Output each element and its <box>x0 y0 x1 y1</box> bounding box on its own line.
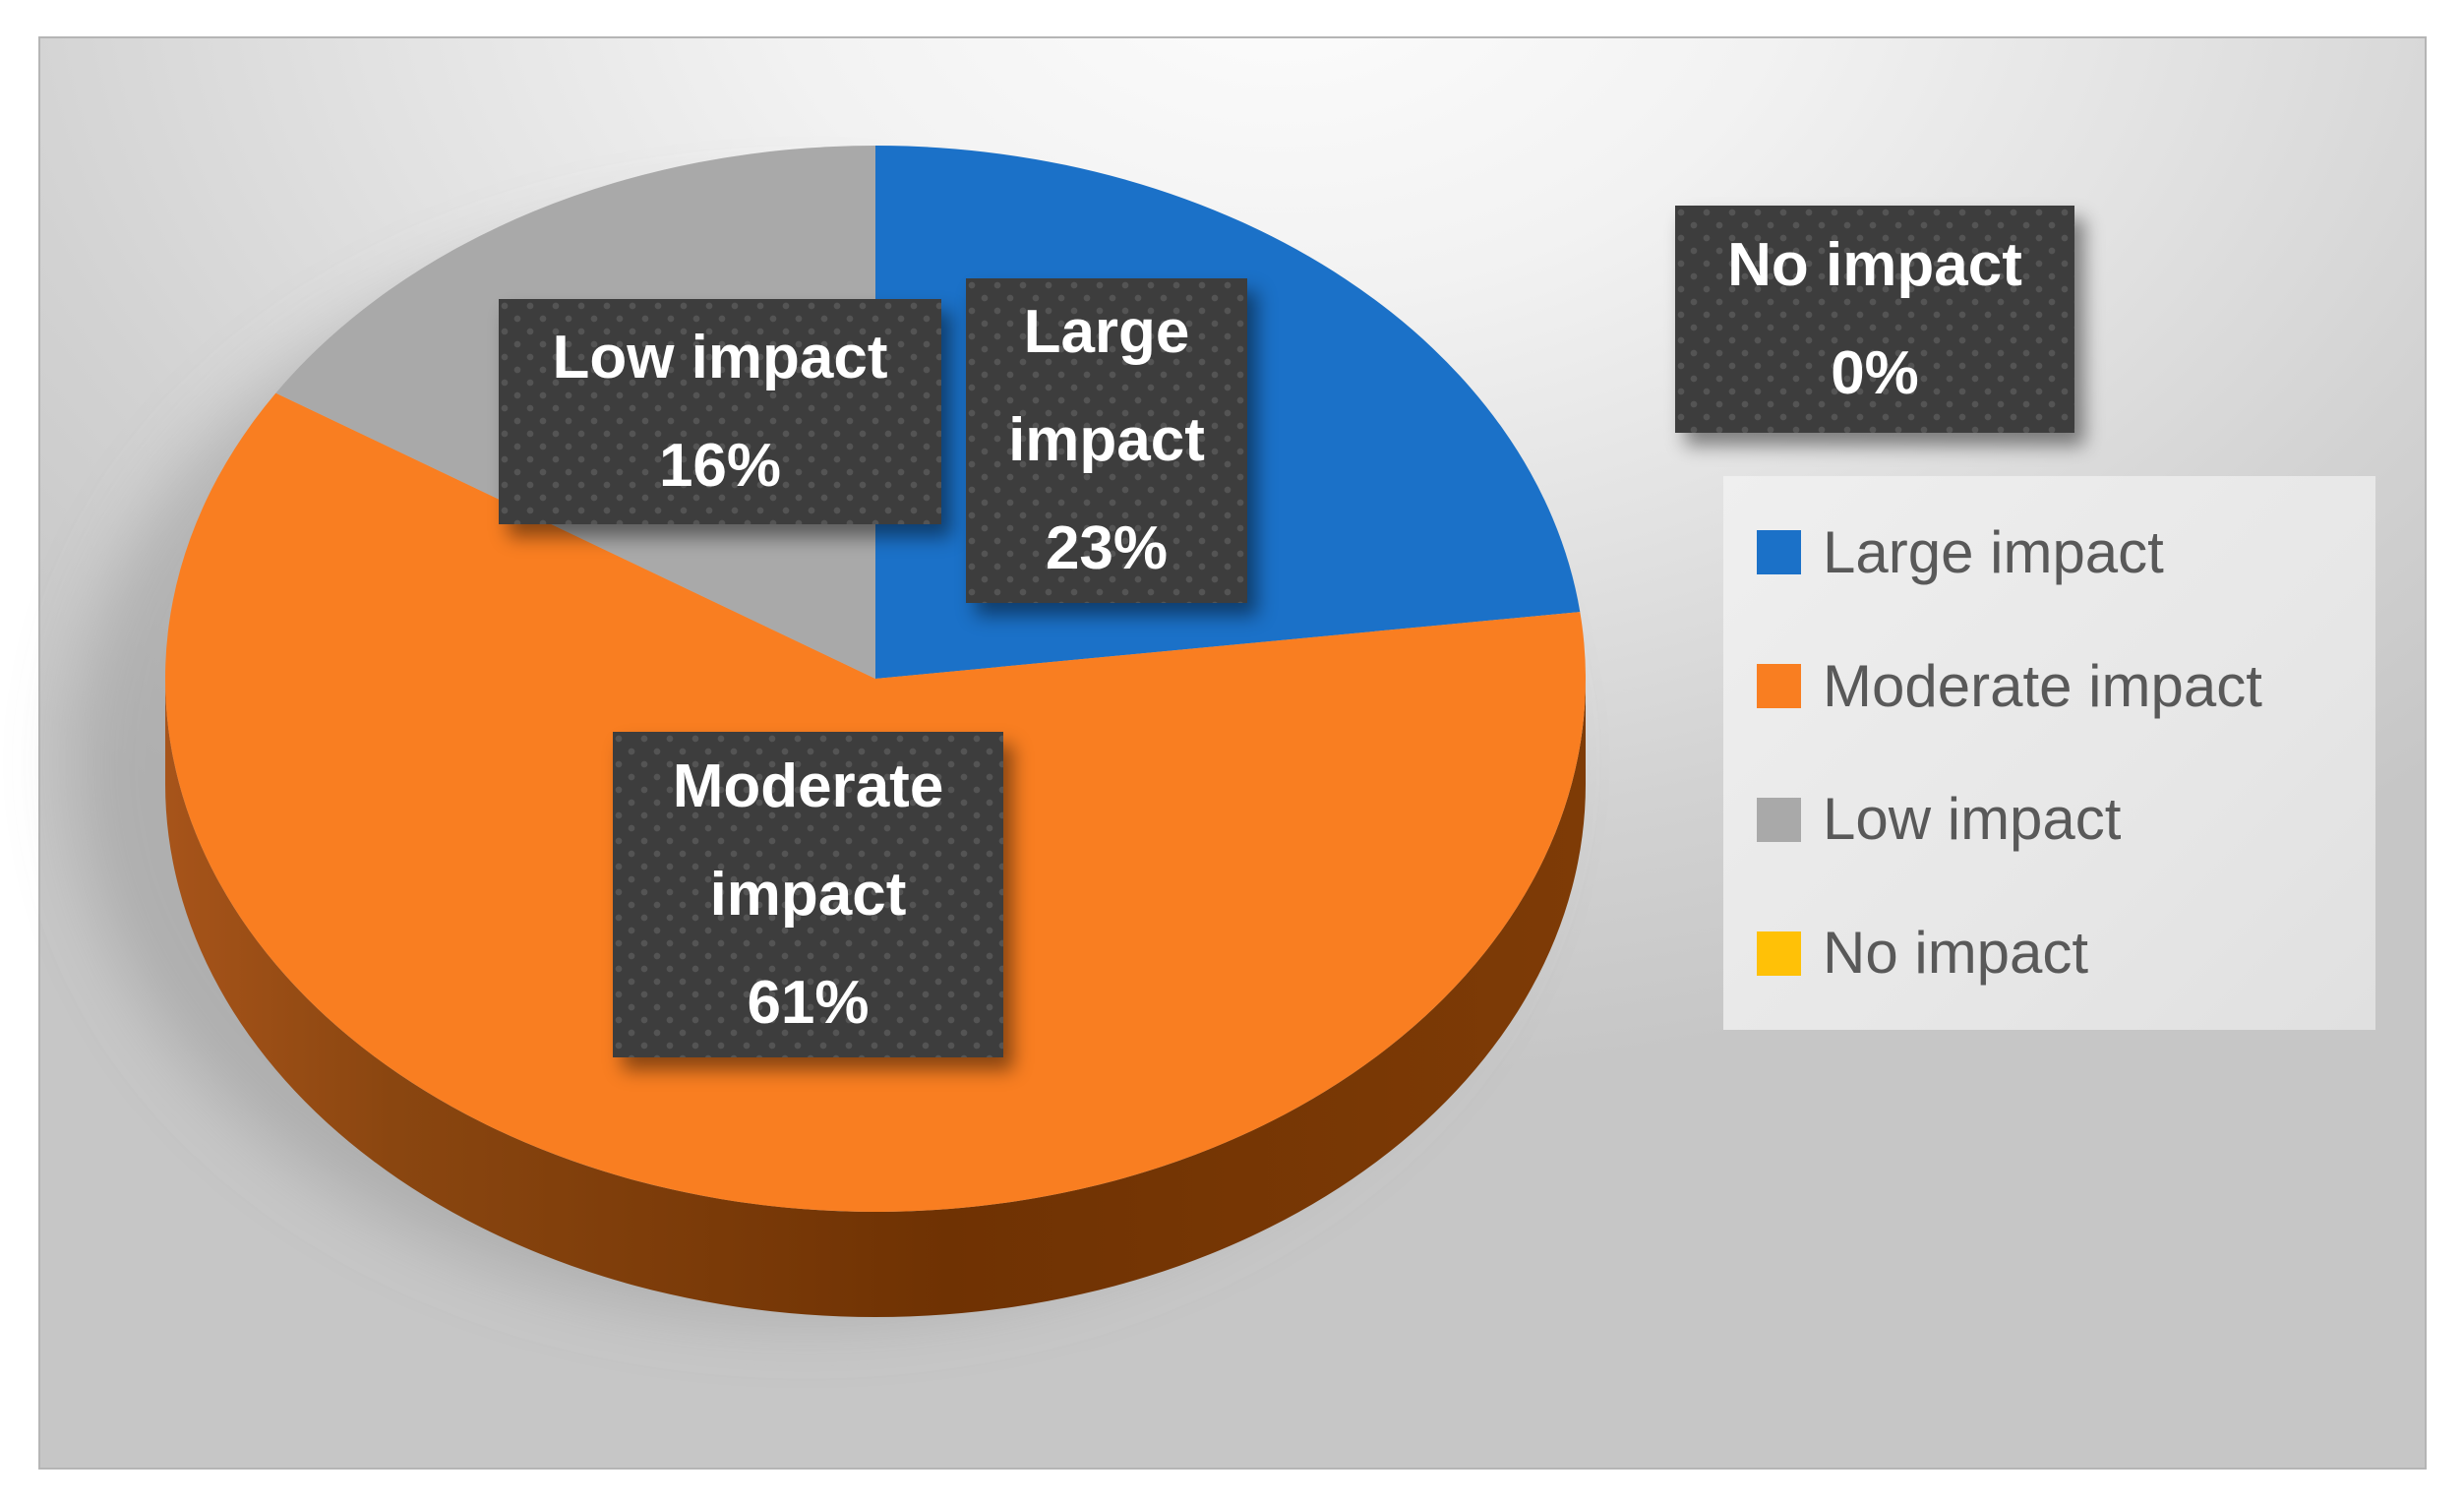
data-label-line: Large <box>1023 298 1190 366</box>
legend-item-low-impact: Low impact <box>1723 790 2375 849</box>
legend: Large impact Moderate impact Low impact … <box>1723 476 2375 1030</box>
legend-swatch-icon <box>1757 797 1801 842</box>
legend-swatch-icon <box>1757 530 1801 575</box>
legend-label: Large impact <box>1823 518 2164 585</box>
data-label-low-impact: Low impact 16% <box>499 299 941 524</box>
legend-label: Moderate impact <box>1823 652 2262 719</box>
legend-label: No impact <box>1823 920 2089 987</box>
data-label-line: impact <box>1008 406 1205 474</box>
data-label-value: 61% <box>747 968 870 1037</box>
data-label-value: 16% <box>658 431 782 500</box>
data-label-moderate-impact: Moderate impact 61% <box>613 732 1003 1057</box>
data-label-large-impact: Large impact 23% <box>966 278 1247 603</box>
data-label-line: Low impact <box>552 323 888 391</box>
data-label-line: impact <box>709 860 907 929</box>
legend-item-large-impact: Large impact <box>1723 518 2375 585</box>
legend-swatch-icon <box>1757 931 1801 976</box>
pie-side-rim <box>165 679 1586 1317</box>
data-label-line: No impact <box>1727 230 2022 299</box>
legend-item-moderate-impact: Moderate impact <box>1723 652 2375 719</box>
legend-item-no-impact: No impact <box>1723 924 2375 983</box>
legend-label: Low impact <box>1823 786 2122 853</box>
data-label-no-impact: No impact 0% <box>1675 206 2074 433</box>
data-label-value: 23% <box>1045 514 1169 582</box>
data-label-line: Moderate <box>672 751 944 820</box>
legend-swatch-icon <box>1757 664 1801 709</box>
data-label-value: 0% <box>1831 338 1919 407</box>
